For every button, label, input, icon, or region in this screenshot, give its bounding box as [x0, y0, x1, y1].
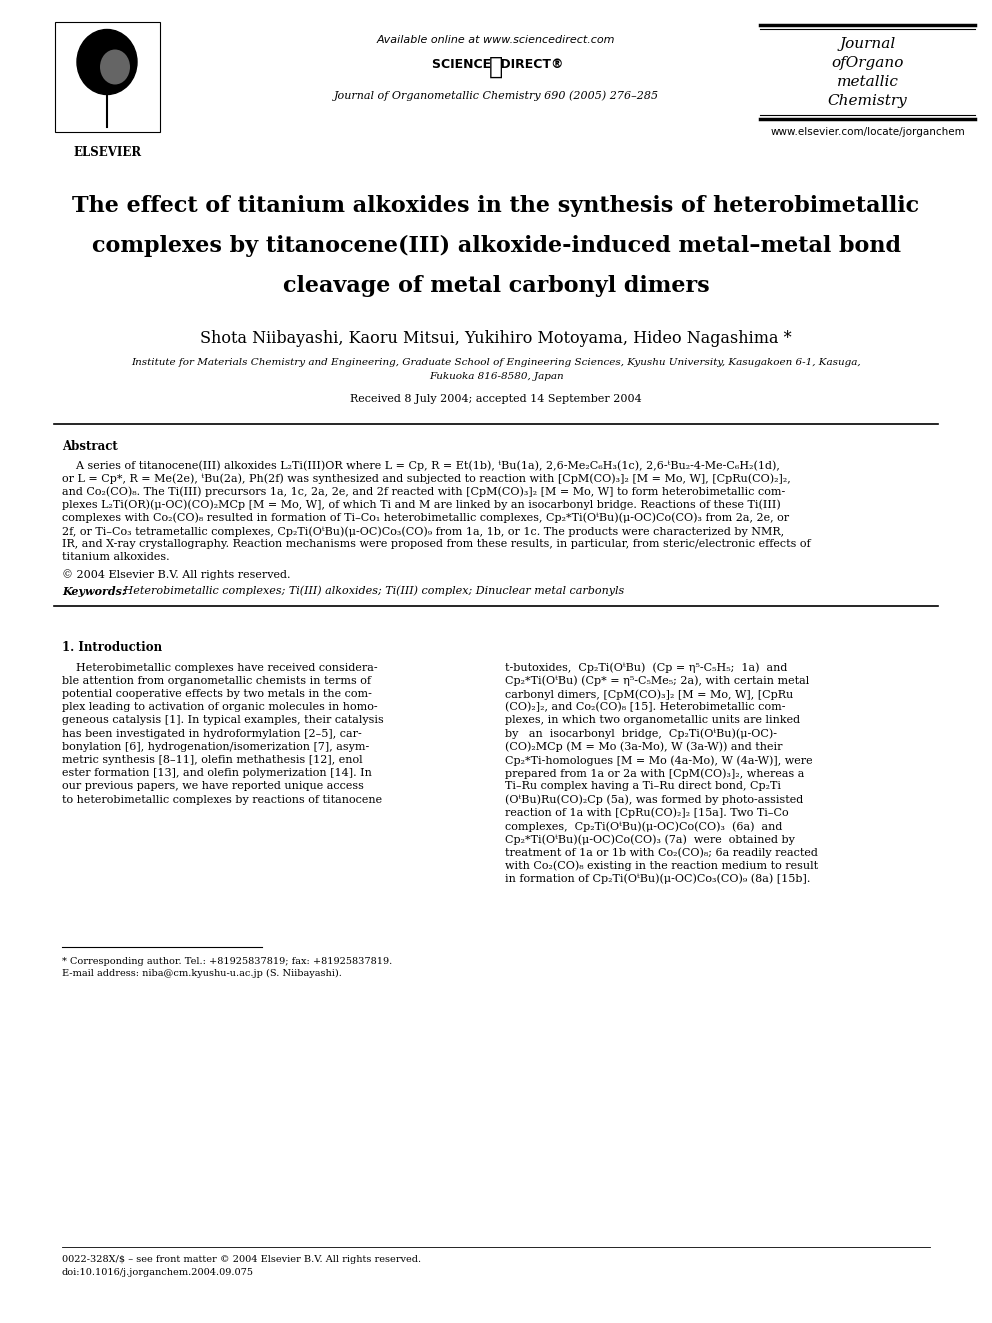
Text: 0022-328X/$ – see front matter © 2004 Elsevier B.V. All rights reserved.: 0022-328X/$ – see front matter © 2004 El…	[62, 1256, 422, 1263]
Text: complexes,  Cp₂Ti(OᵗBu)(μ-OC)Co(CO)₃  (6a)  and: complexes, Cp₂Ti(OᵗBu)(μ-OC)Co(CO)₃ (6a)…	[505, 822, 783, 832]
Text: complexes by titanocene(III) alkoxide-induced metal–metal bond: complexes by titanocene(III) alkoxide-in…	[91, 235, 901, 257]
Text: our previous papers, we have reported unique access: our previous papers, we have reported un…	[62, 782, 364, 791]
Bar	[55, 22, 160, 132]
Text: plexes, in which two organometallic units are linked: plexes, in which two organometallic unit…	[505, 716, 801, 725]
Text: Journal of Organometallic Chemistry 690 (2005) 276–285: Journal of Organometallic Chemistry 690 …	[333, 90, 659, 101]
Text: (CO)₂MCp (M = Mo (3a-Mo), W (3a-W)) and their: (CO)₂MCp (M = Mo (3a-Mo), W (3a-W)) and …	[505, 742, 783, 753]
Text: bonylation [6], hydrogenation/isomerization [7], asym-: bonylation [6], hydrogenation/isomerizat…	[62, 742, 369, 751]
Text: © 2004 Elsevier B.V. All rights reserved.: © 2004 Elsevier B.V. All rights reserved…	[62, 570, 291, 581]
Text: treatment of 1a or 1b with Co₂(CO)₈; 6a readily reacted: treatment of 1a or 1b with Co₂(CO)₈; 6a …	[505, 848, 817, 857]
Text: prepared from 1a or 2a with [CpM(CO)₃]₂, whereas a: prepared from 1a or 2a with [CpM(CO)₃]₂,…	[505, 769, 805, 779]
Text: in formation of Cp₂Ti(OᵗBu)(μ-OC)Co₃(CO)₉ (8a) [15b].: in formation of Cp₂Ti(OᵗBu)(μ-OC)Co₃(CO)…	[505, 873, 810, 884]
Text: complexes with Co₂(CO)₈ resulted in formation of Ti–Co₁ heterobimetallic complex: complexes with Co₂(CO)₈ resulted in form…	[62, 513, 789, 524]
Text: potential cooperative effects by two metals in the com-: potential cooperative effects by two met…	[62, 689, 372, 699]
Text: 2f, or Ti–Co₃ tetrametallic complexes, Cp₂Ti(OᵗBu)(μ-OC)Co₃(CO)₉ from 1a, 1b, or: 2f, or Ti–Co₃ tetrametallic complexes, C…	[62, 527, 784, 537]
Text: by   an  isocarbonyl  bridge,  Cp₂Ti(OᵗBu)(μ-OC)-: by an isocarbonyl bridge, Cp₂Ti(OᵗBu)(μ-…	[505, 729, 777, 740]
Text: has been investigated in hydroformylation [2–5], car-: has been investigated in hydroformylatio…	[62, 729, 362, 738]
Text: with Co₂(CO)₈ existing in the reaction medium to result: with Co₂(CO)₈ existing in the reaction m…	[505, 860, 818, 871]
Text: plexes L₂Ti(OR)(μ-OC)(CO)₂MCp [M = Mo, W], of which Ti and M are linked by an is: plexes L₂Ti(OR)(μ-OC)(CO)₂MCp [M = Mo, W…	[62, 500, 781, 511]
Text: to heterobimetallic complexes by reactions of titanocene: to heterobimetallic complexes by reactio…	[62, 795, 382, 804]
Text: A series of titanocene(III) alkoxides L₂Ti(III)OR where L = Cp, R = Et(1b), ᵗBu(: A series of titanocene(III) alkoxides L₂…	[62, 460, 780, 471]
Text: plex leading to activation of organic molecules in homo-: plex leading to activation of organic mo…	[62, 703, 378, 712]
Text: doi:10.1016/j.jorganchem.2004.09.075: doi:10.1016/j.jorganchem.2004.09.075	[62, 1267, 254, 1277]
Text: IR, and X-ray crystallography. Reaction mechanisms were proposed from these resu: IR, and X-ray crystallography. Reaction …	[62, 540, 810, 549]
Ellipse shape	[77, 29, 137, 94]
Text: SCIENCE: SCIENCE	[433, 58, 496, 71]
Text: Cp₂*Ti-homologues [M = Mo (4a-Mo), W (4a-W)], were: Cp₂*Ti-homologues [M = Mo (4a-Mo), W (4a…	[505, 755, 812, 766]
Text: www.elsevier.com/locate/jorganchem: www.elsevier.com/locate/jorganchem	[770, 127, 965, 138]
Text: cleavage of metal carbonyl dimers: cleavage of metal carbonyl dimers	[283, 275, 709, 296]
Text: t-butoxides,  Cp₂Ti(OᵗBu)  (Cp = η⁵-C₅H₅;  1a)  and: t-butoxides, Cp₂Ti(OᵗBu) (Cp = η⁵-C₅H₅; …	[505, 663, 788, 673]
Text: Institute for Materials Chemistry and Engineering, Graduate School of Engineerin: Institute for Materials Chemistry and En…	[131, 359, 861, 366]
Text: ester formation [13], and olefin polymerization [14]. In: ester formation [13], and olefin polymer…	[62, 769, 372, 778]
Text: DIRECT®: DIRECT®	[496, 58, 563, 71]
Text: * Corresponding author. Tel.: +81925837819; fax: +81925837819.: * Corresponding author. Tel.: +819258378…	[62, 957, 392, 966]
Text: metallic: metallic	[836, 75, 899, 89]
Text: Received 8 July 2004; accepted 14 September 2004: Received 8 July 2004; accepted 14 Septem…	[350, 394, 642, 404]
Text: The effect of titanium alkoxides in the synthesis of heterobimetallic: The effect of titanium alkoxides in the …	[72, 194, 920, 217]
Text: (CO)₂]₂, and Co₂(CO)₈ [15]. Heterobimetallic com-: (CO)₂]₂, and Co₂(CO)₈ [15]. Heterobimeta…	[505, 703, 786, 713]
Text: ofOrgano: ofOrgano	[831, 56, 904, 70]
Text: ELSEVIER: ELSEVIER	[73, 146, 142, 159]
Text: Heterobimetallic complexes; Ti(III) alkoxides; Ti(III) complex; Dinuclear metal : Heterobimetallic complexes; Ti(III) alko…	[120, 586, 624, 597]
Text: ble attention from organometallic chemists in terms of: ble attention from organometallic chemis…	[62, 676, 371, 685]
Text: Cp₂*Ti(OᵗBu) (Cp* = η⁵-C₅Me₅; 2a), with certain metal: Cp₂*Ti(OᵗBu) (Cp* = η⁵-C₅Me₅; 2a), with …	[505, 676, 809, 687]
Text: ⓓ: ⓓ	[489, 56, 503, 79]
Text: reaction of 1a with [CpRu(CO)₂]₂ [15a]. Two Ti–Co: reaction of 1a with [CpRu(CO)₂]₂ [15a]. …	[505, 808, 789, 819]
Text: 1. Introduction: 1. Introduction	[62, 640, 162, 654]
Text: Keywords:: Keywords:	[62, 586, 126, 597]
Text: Ti–Ru complex having a Ti–Ru direct bond, Cp₂Ti: Ti–Ru complex having a Ti–Ru direct bond…	[505, 782, 781, 791]
Text: (OᵗBu)Ru(CO)₂Cp (5a), was formed by photo-assisted: (OᵗBu)Ru(CO)₂Cp (5a), was formed by phot…	[505, 795, 804, 806]
Text: Cp₂*Ti(OᵗBu)(μ-OC)Co(CO)₃ (7a)  were  obtained by: Cp₂*Ti(OᵗBu)(μ-OC)Co(CO)₃ (7a) were obta…	[505, 835, 795, 845]
Text: Chemistry: Chemistry	[827, 94, 908, 108]
Text: Fukuoka 816-8580, Japan: Fukuoka 816-8580, Japan	[429, 372, 563, 381]
Text: and Co₂(CO)₈. The Ti(III) precursors 1a, 1c, 2a, 2e, and 2f reacted with [CpM(CO: and Co₂(CO)₈. The Ti(III) precursors 1a,…	[62, 487, 786, 497]
Text: Available online at www.sciencedirect.com: Available online at www.sciencedirect.co…	[377, 34, 615, 45]
Text: Abstract: Abstract	[62, 441, 118, 452]
Text: metric synthesis [8–11], olefin methathesis [12], enol: metric synthesis [8–11], olefin methathe…	[62, 755, 363, 765]
Ellipse shape	[100, 49, 130, 85]
Text: Shota Niibayashi, Kaoru Mitsui, Yukihiro Motoyama, Hideo Nagashima *: Shota Niibayashi, Kaoru Mitsui, Yukihiro…	[200, 329, 792, 347]
Text: Heterobimetallic complexes have received considera-: Heterobimetallic complexes have received…	[62, 663, 378, 672]
Text: Journal: Journal	[839, 37, 896, 52]
Text: E-mail address: niba@cm.kyushu-u.ac.jp (S. Niibayashi).: E-mail address: niba@cm.kyushu-u.ac.jp (…	[62, 968, 342, 978]
Text: geneous catalysis [1]. In typical examples, their catalysis: geneous catalysis [1]. In typical exampl…	[62, 716, 384, 725]
Text: or L = Cp*, R = Me(2e), ᵗBu(2a), Ph(2f) was synthesized and subjected to reactio: or L = Cp*, R = Me(2e), ᵗBu(2a), Ph(2f) …	[62, 474, 791, 484]
Text: carbonyl dimers, [CpM(CO)₃]₂ [M = Mo, W], [CpRu: carbonyl dimers, [CpM(CO)₃]₂ [M = Mo, W]…	[505, 689, 794, 700]
Text: titanium alkoxides.: titanium alkoxides.	[62, 553, 170, 562]
